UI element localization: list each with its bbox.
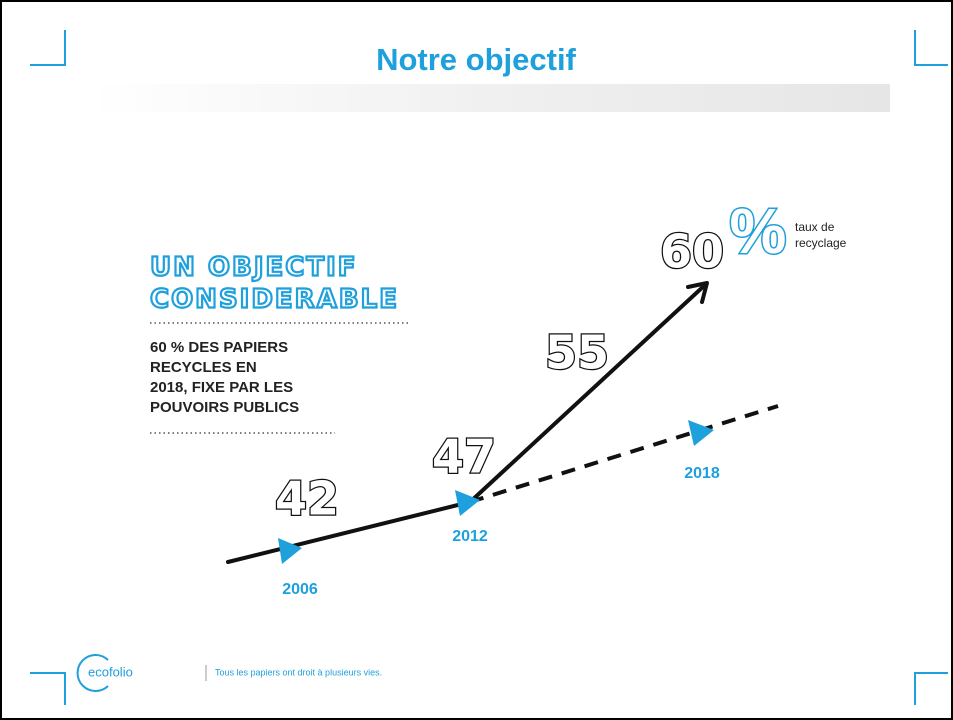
figure: 42 (275, 472, 339, 526)
figure: 60 (660, 225, 724, 279)
title-band (90, 84, 890, 112)
unit-symbol: % (730, 195, 787, 267)
unit-label: recyclage (795, 236, 847, 250)
unit-label: taux de (795, 220, 835, 234)
tagline: Tous les papiers ont droit à plusieurs v… (215, 667, 382, 677)
footer: ecofolio Tous les papiers ont droit à pl… (76, 654, 382, 692)
brand: ecofolio (88, 664, 133, 679)
corner-marks (30, 30, 948, 705)
headline: UN OBJECTIF (150, 253, 358, 283)
year-label: 2012 (452, 528, 488, 545)
year-label: 2006 (282, 581, 318, 598)
headline: CONSIDERABLE (150, 285, 399, 315)
year-label: 2018 (684, 465, 720, 482)
description: 60 % DES PAPIERS (150, 339, 288, 356)
title: Notre objectif (376, 42, 576, 77)
trend-drawing (226, 281, 779, 564)
description: 2018, FIXE PAR LES (150, 379, 293, 396)
description: POUVOIRS PUBLICS (150, 399, 299, 416)
figure: 47 (432, 430, 496, 484)
description: RECYCLES EN (150, 359, 257, 376)
figure: 55 (545, 326, 609, 380)
